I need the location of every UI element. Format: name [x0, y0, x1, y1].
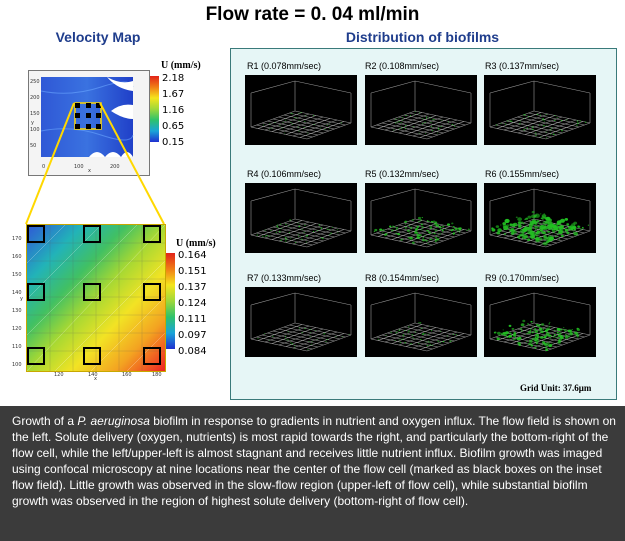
zoom-legend-value: 0.111: [178, 314, 207, 325]
zoom-connector: [0, 0, 230, 230]
biofilm-image-r7: [245, 287, 357, 357]
zoom-y-tick: 110: [12, 344, 22, 350]
region-box-r3: [143, 225, 161, 243]
caption-species-name: P. aeruginosa: [77, 414, 150, 428]
zoom-legend-value: 0.137: [178, 282, 207, 293]
biofilm-image-r2: [365, 75, 477, 145]
biofilm-caption-r1: R1 (0.078mm/sec): [247, 61, 321, 71]
zoom-x-tick: 160: [122, 372, 132, 378]
region-box-r7: [27, 347, 45, 365]
biofilm-render-r6: [484, 183, 596, 253]
biofilm-panel: R1 (0.078mm/sec) R2 (0.108mm/sec) R3 (0.…: [230, 48, 617, 400]
biofilm-render-r1: [245, 75, 357, 145]
zoom-legend-value: 0.124: [178, 298, 207, 309]
biofilm-render-r2: [365, 75, 477, 145]
biofilm-heading: Distribution of biofilms: [230, 29, 615, 45]
biofilm-image-r9: [484, 287, 596, 357]
zoom-x-axis-label: x: [94, 376, 97, 382]
zoom-colorbar: [166, 253, 175, 349]
region-box-r9: [143, 347, 161, 365]
region-box-r2: [83, 225, 101, 243]
zoom-legend-title: U (mm/s): [176, 238, 216, 249]
zoom-y-tick: 130: [12, 308, 22, 314]
biofilm-image-r6: [484, 183, 596, 253]
region-box-r8: [83, 347, 101, 365]
biofilm-caption-r8: R8 (0.154mm/sec): [365, 273, 439, 283]
zoom-y-tick: 160: [12, 254, 22, 260]
caption-text-rest: biofilm in response to gradients in nutr…: [12, 414, 616, 508]
zoom-legend-value: 0.164: [178, 250, 207, 261]
region-box-r6: [143, 283, 161, 301]
zoom-y-tick: 170: [12, 236, 22, 242]
biofilm-image-r5: [365, 183, 477, 253]
caption-text-start: Growth of a: [12, 414, 77, 428]
biofilm-image-r1: [245, 75, 357, 145]
zoom-x-tick: 120: [54, 372, 64, 378]
biofilm-render-r8: [365, 287, 477, 357]
zoom-y-tick: 100: [12, 362, 22, 368]
biofilm-caption-r6: R6 (0.155mm/sec): [485, 169, 559, 179]
biofilm-caption-r2: R2 (0.108mm/sec): [365, 61, 439, 71]
biofilm-caption-r5: R5 (0.132mm/sec): [365, 169, 439, 179]
biofilm-image-r8: [365, 287, 477, 357]
zoom-legend-value: 0.084: [178, 346, 207, 357]
biofilm-caption-r9: R9 (0.170mm/sec): [485, 273, 559, 283]
figure-caption: Growth of a P. aeruginosa biofilm in res…: [12, 413, 617, 509]
zoom-y-tick: 150: [12, 272, 22, 278]
biofilm-render-r3: [484, 75, 596, 145]
biofilm-caption-r7: R7 (0.133mm/sec): [247, 273, 321, 283]
zoom-legend-value: 0.151: [178, 266, 207, 277]
grid-unit-label: Grid Unit: 37.6μm: [520, 383, 591, 393]
zoom-x-tick: 180: [152, 372, 162, 378]
biofilm-caption-r4: R4 (0.106mm/sec): [247, 169, 321, 179]
zoom-y-axis-label: y: [20, 296, 23, 302]
biofilm-render-r9: [484, 287, 596, 357]
region-box-r1: [27, 225, 45, 243]
zoomed-velocity-plot: [26, 224, 166, 372]
region-box-r4: [27, 283, 45, 301]
zoom-legend-value: 0.097: [178, 330, 207, 341]
biofilm-image-r3: [484, 75, 596, 145]
biofilm-render-r5: [365, 183, 477, 253]
zoom-y-tick: 120: [12, 326, 22, 332]
region-box-r5: [83, 283, 101, 301]
biofilm-render-r7: [245, 287, 357, 357]
biofilm-image-r4: [245, 183, 357, 253]
biofilm-render-r4: [245, 183, 357, 253]
biofilm-caption-r3: R3 (0.137mm/sec): [485, 61, 559, 71]
